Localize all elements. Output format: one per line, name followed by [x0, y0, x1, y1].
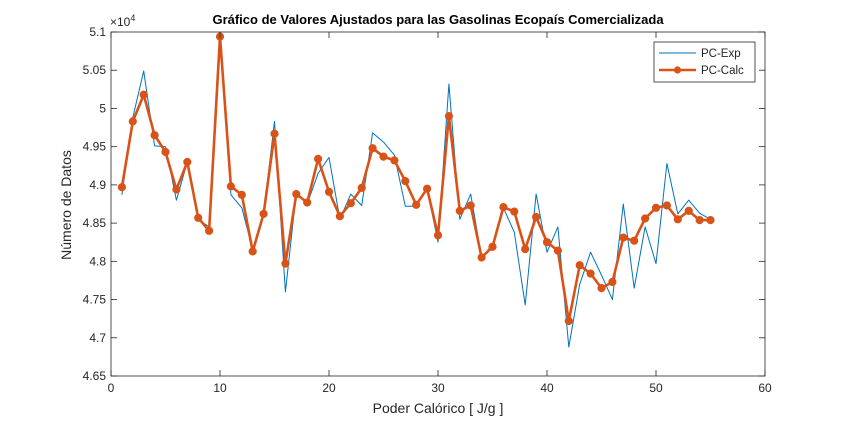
data-point: [521, 245, 530, 254]
data-point: [346, 199, 355, 208]
y-tick-label: 4.9: [89, 178, 106, 192]
data-point: [662, 201, 672, 210]
y-axis-exponent: ×104: [110, 13, 135, 29]
y-axis-label: Número de Datos: [58, 150, 74, 260]
x-axis-label: Poder Calórico [ J/g ]: [373, 400, 504, 416]
data-point: [608, 277, 617, 287]
x-tick-label: 20: [322, 381, 336, 395]
data-point: [477, 253, 486, 262]
data-point: [630, 236, 639, 245]
legend-box: [653, 41, 756, 83]
data-point: [139, 90, 148, 99]
data-point: [117, 183, 127, 192]
x-tick-label: 30: [431, 381, 445, 395]
y-tick-label: 4.8: [89, 254, 106, 268]
data-point: [423, 184, 432, 193]
data-point: [564, 316, 573, 326]
legend-label: PC-Exp: [701, 48, 741, 60]
data-point: [597, 284, 606, 293]
data-point: [172, 185, 181, 194]
data-point: [706, 216, 715, 225]
y-tick-label: 5.1: [89, 25, 106, 39]
data-point: [205, 226, 214, 235]
data-point: [641, 214, 650, 223]
chart-title: Gráfico de Valores Ajustados para las Ga…: [212, 12, 664, 27]
data-point: [161, 147, 170, 157]
data-point: [455, 206, 464, 215]
data-point: [444, 112, 453, 121]
data-point: [379, 152, 388, 161]
data-point: [433, 231, 443, 240]
y-tick-label: 5.05: [83, 63, 107, 77]
data-point: [695, 216, 704, 225]
y-tick-label: 4.75: [83, 293, 107, 307]
data-point: [248, 247, 257, 256]
data-point: [673, 215, 682, 224]
plot-area: [111, 32, 765, 376]
data-point: [357, 183, 366, 192]
data-point: [335, 212, 344, 221]
data-point: [150, 131, 159, 140]
x-tick-label: 50: [649, 381, 663, 395]
data-point: [466, 201, 475, 210]
y-tick-label: 4.65: [83, 369, 107, 383]
data-point: [499, 203, 508, 212]
data-point: [368, 144, 377, 153]
x-tick-label: 40: [540, 381, 554, 395]
data-point: [292, 190, 301, 199]
y-tick-label: 5: [99, 101, 106, 115]
data-point: [183, 157, 192, 167]
data-point: [532, 212, 541, 222]
data-point: [553, 246, 563, 255]
data-point: [314, 154, 323, 163]
legend: PC-Exp PC-Calc: [653, 41, 756, 83]
y-exponent-power: 4: [130, 13, 135, 23]
legend-marker: [673, 66, 682, 74]
data-point: [542, 238, 552, 247]
data-point: [270, 129, 279, 138]
data-point: [510, 207, 519, 216]
y-exponent-base: ×10: [110, 15, 131, 29]
y-tick-label: 4.85: [83, 216, 107, 230]
data-point: [324, 187, 334, 196]
data-point: [586, 269, 595, 278]
axes: 0 10 20 30 40 50 60 4.65 4.7 4.75 4.8 4.85 4.9 4.95 5 5…: [83, 25, 772, 395]
x-tick-label: 10: [213, 381, 227, 395]
y-tick-label: 4.95: [83, 140, 107, 154]
x-tick-label: 0: [108, 381, 115, 395]
data-point: [128, 117, 137, 126]
data-point: [619, 233, 628, 242]
data-point: [401, 177, 410, 186]
data-point: [259, 209, 268, 218]
data-point: [651, 203, 661, 212]
data-point: [488, 242, 497, 251]
data-point: [281, 259, 290, 268]
data-point: [194, 213, 203, 222]
data-point: [390, 156, 399, 165]
data-point: [412, 200, 421, 209]
data-point: [684, 206, 693, 215]
data-point: [303, 198, 312, 207]
x-tick-label: 60: [758, 381, 772, 395]
legend-label: PC-Calc: [701, 65, 744, 77]
y-tick-label: 4.7: [89, 331, 106, 345]
data-point: [575, 261, 584, 270]
data-point: [237, 190, 246, 199]
data-point: [226, 182, 235, 191]
